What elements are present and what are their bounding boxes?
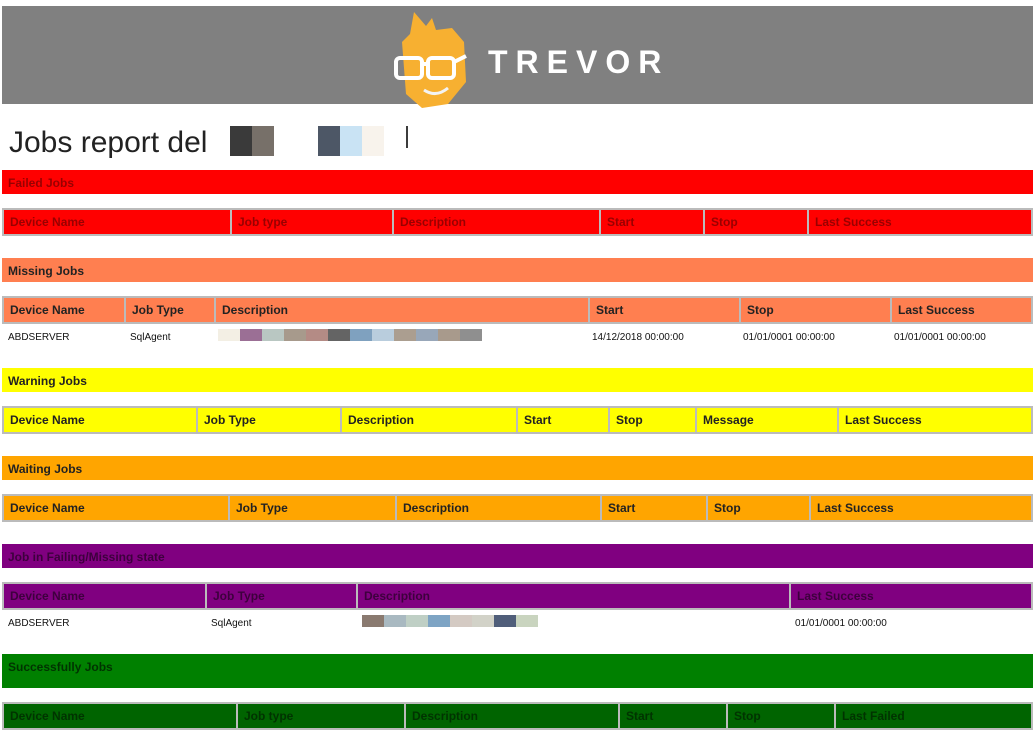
device-name-cell: ABDSERVER bbox=[8, 332, 70, 343]
column-header: Start bbox=[599, 210, 703, 234]
successful-jobs-header: Device Name Job type Description Start S… bbox=[2, 702, 1033, 730]
column-header: Last Success bbox=[837, 408, 1033, 432]
column-header: Stop bbox=[706, 496, 809, 520]
column-header: Description bbox=[214, 298, 588, 322]
column-header: Device Name bbox=[2, 584, 205, 608]
column-header: Last Success bbox=[789, 584, 1033, 608]
column-header: Start bbox=[588, 298, 739, 322]
column-header: Device Name bbox=[2, 210, 230, 234]
column-header: Start bbox=[600, 496, 706, 520]
last-success-cell: 01/01/0001 00:00:00 bbox=[894, 332, 986, 343]
failed-jobs-title: Failed Jobs bbox=[2, 170, 1033, 194]
brand-name: TREVOR bbox=[488, 44, 670, 80]
column-header: Start bbox=[618, 704, 726, 728]
column-header: Description bbox=[356, 584, 789, 608]
missing-jobs-title: Missing Jobs bbox=[2, 258, 1033, 282]
waiting-jobs-title: Waiting Jobs bbox=[2, 456, 1033, 480]
stop-cell: 01/01/0001 00:00:00 bbox=[743, 332, 835, 343]
redacted-description bbox=[218, 329, 482, 341]
column-header: Description bbox=[340, 408, 516, 432]
job-type-cell: SqlAgent bbox=[211, 618, 252, 629]
column-header: Description bbox=[404, 704, 618, 728]
column-header: Stop bbox=[739, 298, 890, 322]
column-header: Job Type bbox=[196, 408, 340, 432]
column-header: Job type bbox=[230, 210, 392, 234]
header-banner: TREVOR bbox=[2, 6, 1033, 108]
column-header: Stop bbox=[608, 408, 695, 432]
waiting-jobs-header: Device Name Job Type Description Start S… bbox=[2, 494, 1033, 522]
column-header: Last Success bbox=[807, 210, 1033, 234]
column-header: Last Success bbox=[809, 496, 1033, 520]
column-header: Device Name bbox=[2, 704, 236, 728]
trevor-mascot-glasses-icon bbox=[394, 12, 467, 108]
column-header: Device Name bbox=[2, 408, 196, 432]
failing-missing-jobs-header: Device Name Job Type Description Last Su… bbox=[2, 582, 1033, 610]
column-header: Start bbox=[516, 408, 608, 432]
column-header: Description bbox=[392, 210, 599, 234]
column-header: Job type bbox=[236, 704, 404, 728]
page-title: Jobs report del bbox=[9, 126, 208, 159]
column-header: Last Success bbox=[890, 298, 1033, 322]
column-header: Job Type bbox=[228, 496, 395, 520]
redacted-description bbox=[362, 615, 538, 627]
column-header: Last Failed bbox=[834, 704, 1033, 728]
start-cell: 14/12/2018 00:00:00 bbox=[592, 332, 684, 343]
column-header: Message bbox=[695, 408, 837, 432]
column-header: Device Name bbox=[2, 298, 124, 322]
column-header: Stop bbox=[726, 704, 834, 728]
failing-missing-jobs-title: Job in Failing/Missing state bbox=[2, 544, 1033, 568]
device-name-cell: ABDSERVER bbox=[8, 618, 70, 629]
successful-jobs-title: Successfully Jobs bbox=[2, 654, 1033, 688]
warning-jobs-title: Warning Jobs bbox=[2, 368, 1033, 392]
column-header: Device Name bbox=[2, 496, 228, 520]
column-header: Description bbox=[395, 496, 600, 520]
column-header: Stop bbox=[703, 210, 807, 234]
column-header: Job Type bbox=[124, 298, 214, 322]
last-success-cell: 01/01/0001 00:00:00 bbox=[795, 618, 887, 629]
redacted-date bbox=[230, 126, 408, 156]
failed-jobs-header: Device Name Job type Description Start S… bbox=[2, 208, 1033, 236]
missing-jobs-header: Device Name Job Type Description Start S… bbox=[2, 296, 1033, 324]
column-header: Job Type bbox=[205, 584, 356, 608]
job-type-cell: SqlAgent bbox=[130, 332, 171, 343]
warning-jobs-header: Device Name Job Type Description Start S… bbox=[2, 406, 1033, 434]
